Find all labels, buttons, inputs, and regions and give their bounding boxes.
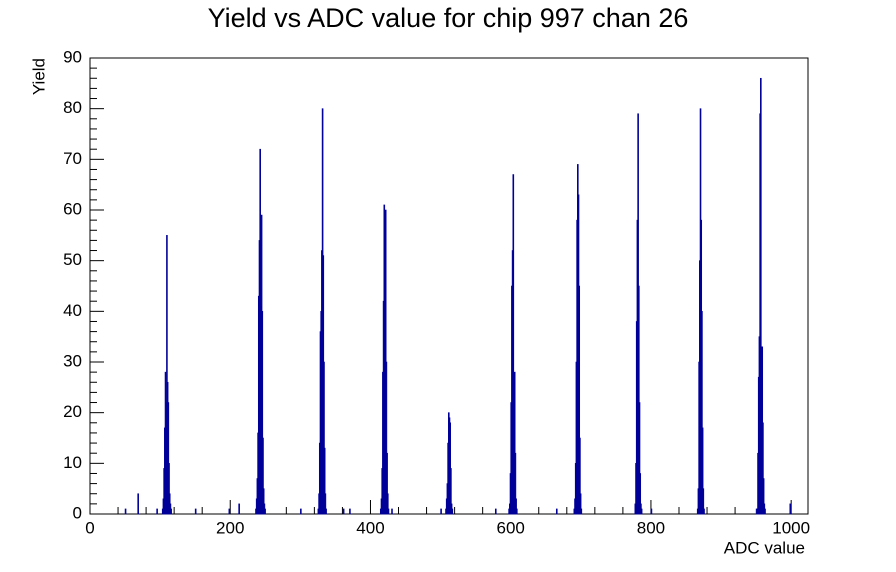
y-tick-label: 90 [63, 47, 82, 66]
x-tick-label: 200 [216, 518, 244, 537]
histogram-bin [124, 508, 127, 515]
histogram-bin [440, 508, 442, 515]
histogram-bin [228, 508, 231, 515]
y-tick-label: 80 [63, 98, 82, 117]
y-tick-label: 30 [63, 351, 82, 370]
y-tick-label: 10 [63, 453, 82, 472]
histogram-bin [194, 508, 197, 515]
histogram-bin [156, 508, 158, 515]
histogram-bin [703, 508, 705, 515]
histogram-bin [387, 508, 390, 515]
histogram-bin [789, 503, 792, 515]
histogram-bin [264, 508, 266, 515]
histogram-bin [640, 508, 643, 515]
histogram-bin [391, 508, 393, 515]
x-tick-label: 800 [637, 518, 665, 537]
x-tick-label: 1000 [772, 518, 810, 537]
x-tick-label: 600 [497, 518, 525, 537]
y-tick-label: 50 [63, 250, 82, 269]
histogram-bin [342, 508, 345, 515]
histogram-bin [300, 508, 302, 515]
y-tick-label: 0 [73, 503, 82, 522]
histogram-bin [494, 508, 497, 515]
chart-title: Yield vs ADC value for chip 997 chan 26 [208, 3, 689, 33]
histogram-bin [516, 508, 518, 515]
histogram-bin [170, 508, 172, 515]
histogram-bin [451, 508, 454, 515]
histogram-bin [325, 508, 327, 515]
histogram-bin [238, 503, 240, 515]
y-tick-label: 40 [63, 301, 82, 320]
histogram-bin [650, 508, 653, 515]
y-tick-label: 60 [63, 199, 82, 218]
y-axis-label: Yield [29, 58, 48, 95]
x-axis-label: ADC value [724, 538, 805, 557]
histogram-bin [764, 508, 766, 515]
histogram-bin [555, 508, 558, 515]
histogram-bin [580, 508, 583, 515]
x-tick-label: 0 [85, 518, 94, 537]
y-tick-label: 70 [63, 149, 82, 168]
y-tick-label: 20 [63, 402, 82, 421]
histogram-bin [137, 493, 139, 515]
x-tick-label: 400 [356, 518, 384, 537]
histogram-bin [349, 508, 351, 515]
